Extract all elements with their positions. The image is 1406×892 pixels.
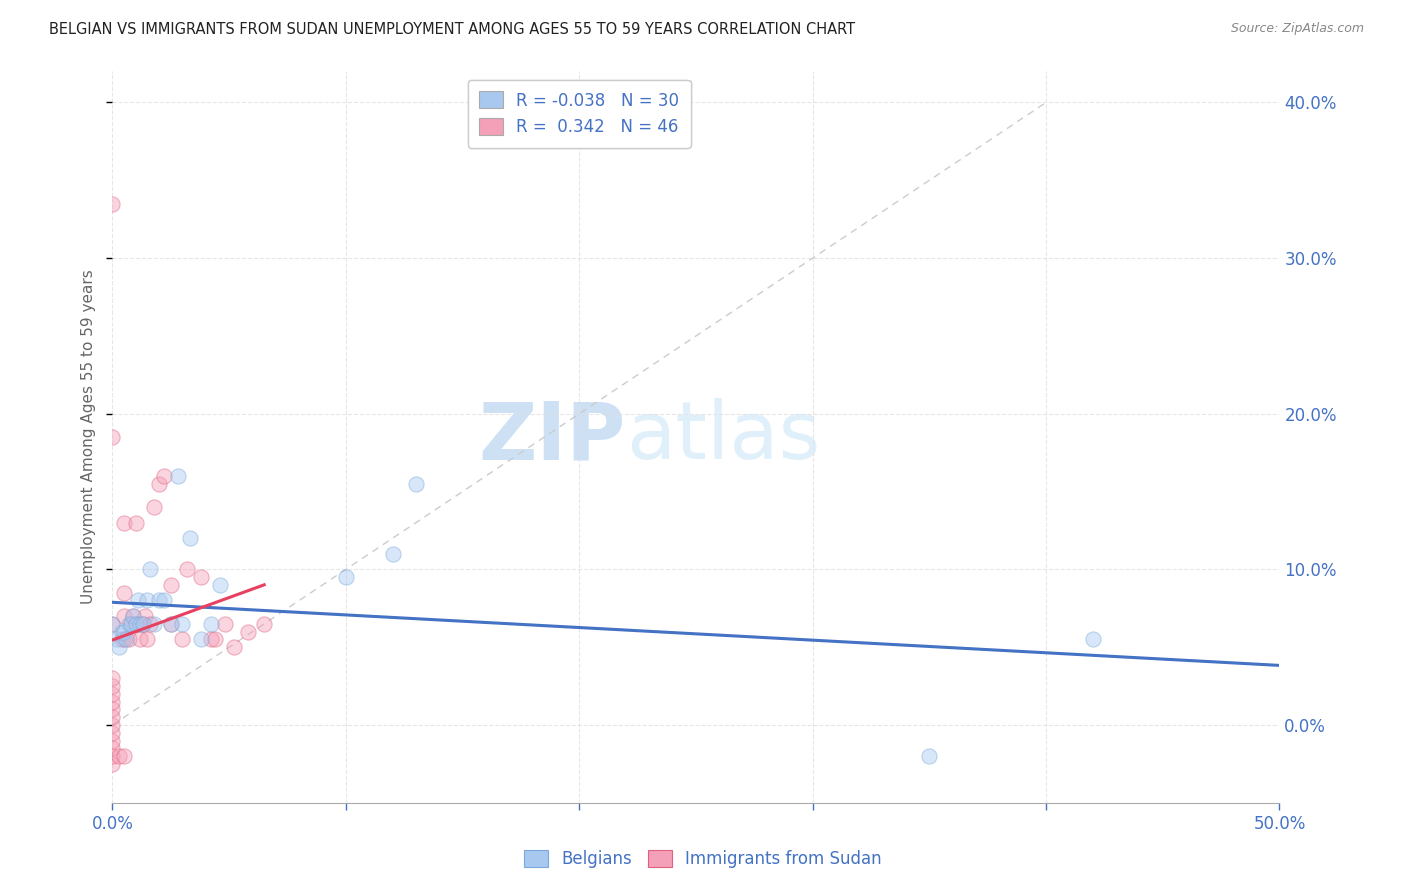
Point: [101, 733, 124, 747]
Point: [111, 624, 134, 639]
Point: [236, 624, 259, 639]
Point: [101, 725, 124, 739]
Point: [222, 640, 245, 655]
Point: [918, 749, 941, 764]
Point: [136, 593, 159, 607]
Point: [111, 632, 134, 647]
Point: [190, 632, 212, 647]
Point: [101, 430, 124, 444]
Point: [160, 616, 183, 631]
Point: [101, 695, 124, 709]
Point: [160, 616, 183, 631]
Point: [101, 616, 124, 631]
Point: [120, 616, 142, 631]
Point: [1081, 632, 1104, 647]
Legend: R = -0.038   N = 30, R =  0.342   N = 46: R = -0.038 N = 30, R = 0.342 N = 46: [468, 79, 690, 148]
Point: [125, 516, 148, 530]
Point: [208, 578, 231, 592]
Point: [101, 616, 124, 631]
Point: [101, 679, 124, 693]
Point: [118, 616, 141, 631]
Point: [153, 469, 176, 483]
Point: [381, 547, 404, 561]
Point: [101, 749, 124, 764]
Point: [115, 632, 138, 647]
Point: [101, 687, 124, 701]
Point: [127, 593, 149, 607]
Point: [136, 632, 159, 647]
Point: [105, 632, 128, 647]
Point: [176, 562, 198, 576]
Point: [405, 476, 427, 491]
Point: [112, 516, 135, 530]
Point: [118, 632, 141, 647]
Point: [112, 632, 135, 647]
Point: [143, 500, 166, 515]
Point: [153, 593, 176, 607]
Point: [112, 609, 135, 624]
Point: [122, 609, 145, 624]
Text: Source: ZipAtlas.com: Source: ZipAtlas.com: [1230, 22, 1364, 36]
Point: [200, 616, 222, 631]
Point: [101, 741, 124, 756]
Text: atlas: atlas: [626, 398, 820, 476]
Text: ZIP: ZIP: [478, 398, 626, 476]
Point: [129, 632, 152, 647]
Point: [101, 671, 124, 685]
Y-axis label: Unemployment Among Ages 55 to 59 years: Unemployment Among Ages 55 to 59 years: [80, 269, 96, 605]
Point: [132, 616, 155, 631]
Point: [132, 616, 155, 631]
Point: [166, 469, 188, 483]
Point: [148, 476, 170, 491]
Point: [101, 756, 124, 771]
Point: [129, 616, 152, 631]
Point: [139, 616, 162, 631]
Point: [214, 616, 236, 631]
Point: [139, 562, 162, 576]
Point: [160, 578, 183, 592]
Point: [179, 531, 201, 545]
Point: [108, 640, 131, 655]
Point: [143, 616, 166, 631]
Legend: Belgians, Immigrants from Sudan: Belgians, Immigrants from Sudan: [517, 843, 889, 875]
Point: [101, 718, 124, 732]
Point: [120, 616, 142, 631]
Point: [112, 749, 135, 764]
Point: [190, 570, 212, 584]
Point: [134, 609, 156, 624]
Point: [148, 593, 170, 607]
Point: [125, 616, 148, 631]
Point: [122, 609, 145, 624]
Point: [172, 632, 194, 647]
Text: BELGIAN VS IMMIGRANTS FROM SUDAN UNEMPLOYMENT AMONG AGES 55 TO 59 YEARS CORRELAT: BELGIAN VS IMMIGRANTS FROM SUDAN UNEMPLO…: [49, 22, 855, 37]
Point: [101, 702, 124, 716]
Point: [335, 570, 357, 584]
Point: [112, 624, 135, 639]
Point: [125, 616, 148, 631]
Point: [204, 632, 226, 647]
Point: [172, 616, 194, 631]
Point: [112, 585, 135, 599]
Point: [101, 196, 124, 211]
Point: [101, 710, 124, 724]
Point: [253, 616, 276, 631]
Point: [108, 749, 131, 764]
Point: [200, 632, 222, 647]
